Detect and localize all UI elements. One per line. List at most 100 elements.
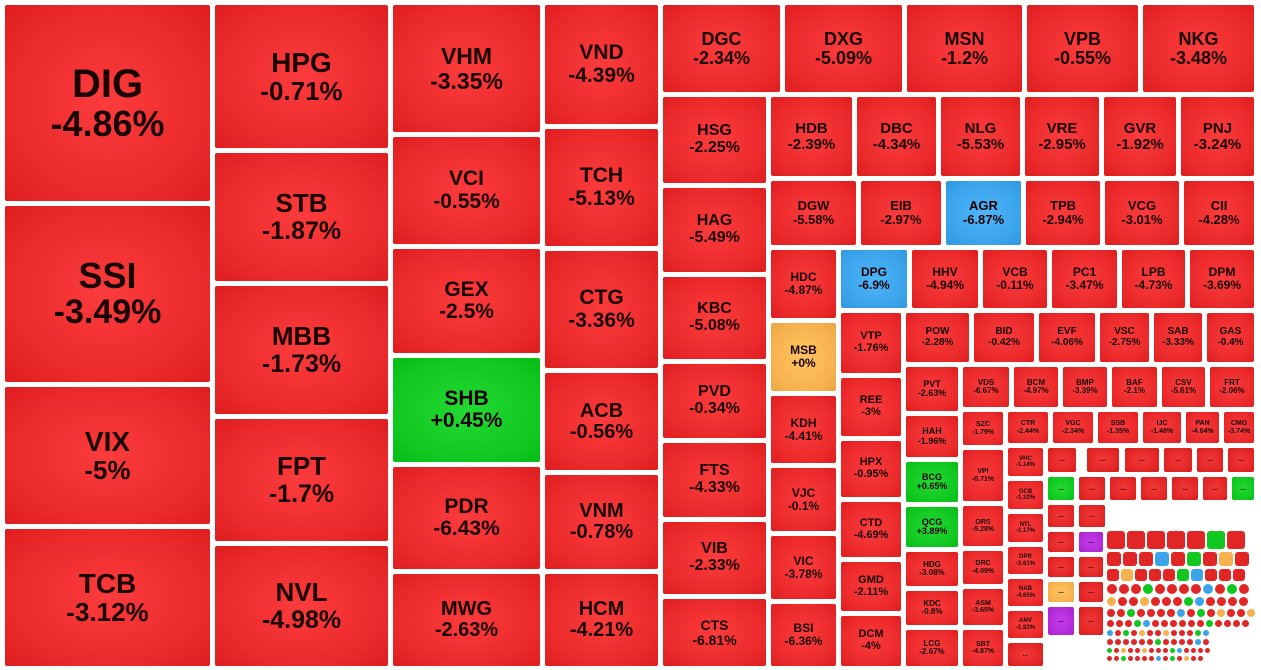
tile-kbc[interactable]: KBC -5.08% xyxy=(662,276,767,360)
tile-dcm[interactable]: DCM -4% xyxy=(840,615,902,667)
tile-ctg[interactable]: CTG -3.36% xyxy=(544,250,659,369)
micro-tile[interactable] xyxy=(1131,584,1141,594)
micro-tile[interactable] xyxy=(1125,620,1132,627)
tile-more[interactable]: ... xyxy=(1171,476,1199,501)
tile-hhv[interactable]: HHV -4.94% xyxy=(911,249,979,309)
micro-tile[interactable] xyxy=(1237,609,1245,617)
tile-more[interactable]: ... xyxy=(1047,504,1075,528)
micro-tile[interactable] xyxy=(1184,656,1189,661)
micro-tile[interactable] xyxy=(1147,531,1165,549)
micro-tile[interactable] xyxy=(1107,630,1113,636)
tile-pnj[interactable]: PNJ -3.24% xyxy=(1180,96,1255,177)
micro-tile[interactable] xyxy=(1143,620,1150,627)
micro-tile[interactable] xyxy=(1107,569,1119,581)
tile-szc[interactable]: SZC -1.79% xyxy=(962,411,1004,446)
micro-tile[interactable] xyxy=(1197,620,1204,627)
micro-tile[interactable] xyxy=(1147,630,1153,636)
micro-tile[interactable] xyxy=(1161,620,1168,627)
micro-tile[interactable] xyxy=(1134,620,1141,627)
micro-tile[interactable] xyxy=(1119,584,1129,594)
tile-more[interactable]: ... xyxy=(1124,447,1160,473)
micro-tile[interactable] xyxy=(1135,569,1147,581)
micro-tile[interactable] xyxy=(1177,569,1189,581)
tile-dbc[interactable]: DBC -4.34% xyxy=(856,96,937,177)
tile-tcb[interactable]: TCB -3.12% xyxy=(4,528,211,667)
tile-pvd[interactable]: PVD -0.34% xyxy=(662,363,767,439)
micro-tile[interactable] xyxy=(1149,656,1154,661)
micro-tile[interactable] xyxy=(1135,648,1140,653)
micro-tile[interactable] xyxy=(1247,609,1255,617)
tile-ors[interactable]: ORS -5.28% xyxy=(962,505,1004,547)
micro-tile[interactable] xyxy=(1163,639,1169,645)
micro-tile[interactable] xyxy=(1107,620,1114,627)
tile-vpb[interactable]: VPB -0.55% xyxy=(1026,4,1139,93)
tile-hpg[interactable]: HPG -0.71% xyxy=(214,4,389,149)
micro-tile[interactable] xyxy=(1156,656,1161,661)
tile-nkg[interactable]: NKG -3.48% xyxy=(1142,4,1255,93)
tile-more[interactable]: ... xyxy=(1007,642,1044,667)
micro-tile[interactable] xyxy=(1149,648,1154,653)
micro-tile[interactable] xyxy=(1142,648,1147,653)
tile-more[interactable]: ... xyxy=(1047,476,1075,501)
tile-more[interactable]: ... xyxy=(1078,581,1104,603)
tile-hsg[interactable]: HSG -2.25% xyxy=(662,96,767,184)
tile-nab[interactable]: NAB -4.65% xyxy=(1007,578,1044,607)
micro-tile[interactable] xyxy=(1198,656,1203,661)
micro-tile[interactable] xyxy=(1203,584,1213,594)
tile-qcg[interactable]: QCG +3.89% xyxy=(905,506,959,548)
tile-vjc[interactable]: VJC -0.1% xyxy=(770,467,837,532)
micro-tile[interactable] xyxy=(1123,639,1129,645)
micro-tile[interactable] xyxy=(1123,630,1129,636)
tile-agr[interactable]: AGR -6.87% xyxy=(945,180,1022,246)
tile-vhm[interactable]: VHM -3.35% xyxy=(392,4,541,133)
micro-tile[interactable] xyxy=(1207,531,1225,549)
tile-hcm[interactable]: HCM -4.21% xyxy=(544,573,659,667)
tile-gex[interactable]: GEX -2.5% xyxy=(392,248,541,354)
micro-tile[interactable] xyxy=(1139,552,1153,566)
micro-tile[interactable] xyxy=(1197,609,1205,617)
micro-tile[interactable] xyxy=(1123,552,1137,566)
tile-lcg[interactable]: LCG -2.67% xyxy=(905,629,959,667)
tile-anv[interactable]: ANV -1.92% xyxy=(1007,610,1044,639)
micro-tile[interactable] xyxy=(1227,609,1235,617)
micro-tile[interactable] xyxy=(1107,656,1112,661)
micro-tile[interactable] xyxy=(1191,648,1196,653)
tile-more[interactable]: ... xyxy=(1086,447,1120,473)
tile-vcb[interactable]: VCB -0.11% xyxy=(982,249,1048,309)
micro-tile[interactable] xyxy=(1115,630,1121,636)
tile-more[interactable]: ... xyxy=(1047,581,1075,603)
micro-tile[interactable] xyxy=(1233,569,1245,581)
tile-bid[interactable]: BID -0.42% xyxy=(973,312,1035,363)
micro-tile[interactable] xyxy=(1205,569,1217,581)
micro-tile[interactable] xyxy=(1128,656,1133,661)
tile-gas[interactable]: GAS -0.4% xyxy=(1206,312,1255,363)
micro-tile[interactable] xyxy=(1155,552,1169,566)
micro-tile[interactable] xyxy=(1195,630,1201,636)
micro-tile[interactable] xyxy=(1219,569,1231,581)
tile-shb[interactable]: SHB +0.45% xyxy=(392,357,541,463)
micro-tile[interactable] xyxy=(1184,597,1193,606)
tile-cii[interactable]: CII -4.28% xyxy=(1183,180,1255,246)
micro-tile[interactable] xyxy=(1139,639,1145,645)
micro-tile[interactable] xyxy=(1107,531,1125,549)
tile-dpr[interactable]: DPR -3.61% xyxy=(1007,546,1044,575)
tile-ssi[interactable]: SSI -3.49% xyxy=(4,205,211,383)
tile-dig[interactable]: DIG -4.86% xyxy=(4,4,211,202)
tile-vic[interactable]: VIC -3.78% xyxy=(770,535,837,600)
micro-tile[interactable] xyxy=(1217,597,1226,606)
tile-ssb[interactable]: SSB -1.35% xyxy=(1097,411,1139,444)
tile-vre[interactable]: VRE -2.95% xyxy=(1024,96,1100,177)
micro-tile[interactable] xyxy=(1128,648,1133,653)
tile-bmp[interactable]: BMP -3.39% xyxy=(1062,366,1108,408)
tile-vnm[interactable]: VNM -0.78% xyxy=(544,474,659,570)
micro-tile[interactable] xyxy=(1117,609,1125,617)
tile-more[interactable]: ... xyxy=(1047,531,1075,553)
micro-tile[interactable] xyxy=(1239,597,1248,606)
tile-bsi[interactable]: BSI -6.36% xyxy=(770,603,837,667)
micro-tile[interactable] xyxy=(1163,630,1169,636)
micro-tile[interactable] xyxy=(1127,609,1135,617)
tile-pow[interactable]: POW -2.28% xyxy=(905,312,970,363)
tile-more[interactable]: ... xyxy=(1163,447,1193,473)
micro-tile[interactable] xyxy=(1121,648,1126,653)
micro-tile[interactable] xyxy=(1137,609,1145,617)
